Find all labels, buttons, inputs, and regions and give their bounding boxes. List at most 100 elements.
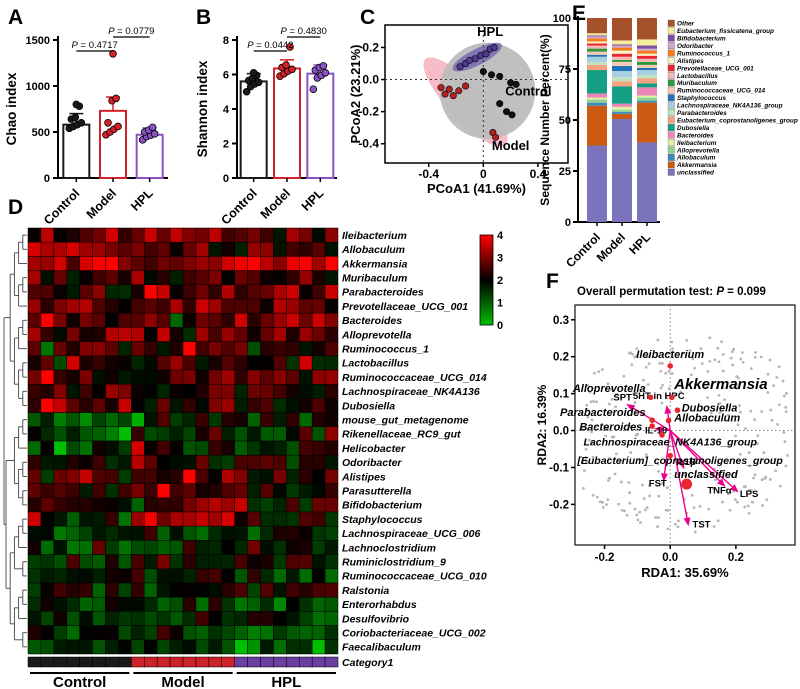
heatmap-cell — [105, 412, 119, 428]
heatmap-cell — [324, 270, 339, 286]
heatmap-cell — [324, 483, 339, 499]
heatmap-cell — [169, 341, 184, 357]
heatmap-cell — [131, 469, 145, 484]
heatmap-cell — [144, 582, 158, 598]
heatmap-cell — [118, 568, 132, 584]
heatmap-cell — [208, 398, 222, 413]
taxon-label-allobaculum: Allobaculum — [673, 413, 740, 425]
y-tick-label: 50 — [559, 115, 571, 127]
heatmap-cell — [66, 369, 80, 385]
sample-point-control — [479, 68, 487, 76]
heatmap-panel: Ileibacterium Allobaculum Akkermansia Murib… — [3, 227, 504, 689]
y-axis-label: Sequence Number Percent(%) — [538, 34, 552, 205]
group-label-model: Model — [492, 138, 530, 153]
heatmap-cell — [286, 469, 300, 484]
heatmap-cell — [92, 554, 106, 570]
background-point — [679, 390, 683, 394]
heatmap-cell — [260, 256, 274, 271]
background-point — [590, 441, 594, 444]
heatmap-cell — [66, 284, 80, 300]
heatmap-cell — [195, 596, 210, 612]
heatmap-cell — [311, 369, 326, 385]
background-point — [734, 434, 738, 438]
legend-swatch — [667, 57, 675, 64]
stack-segment — [587, 38, 607, 42]
stack-segment — [637, 70, 657, 76]
heatmap-cell — [144, 256, 158, 271]
y-tick-label: 0.3 — [553, 315, 569, 327]
heatmap-cell — [144, 369, 158, 385]
y-tick-label: -0.4 — [358, 137, 379, 151]
background-point — [713, 358, 717, 362]
heatmap-cell — [27, 284, 42, 300]
heatmap-cell — [66, 383, 80, 399]
heatmap-cell — [105, 483, 119, 499]
heatmap-cell — [260, 554, 274, 570]
heatmap-row-label: Bifidobacterium — [342, 500, 422, 512]
heatmap-colorbar — [479, 234, 494, 326]
heatmap-cell — [182, 341, 197, 357]
legend-item-label: Lactobacillus — [677, 73, 718, 80]
heatmap-cell — [66, 525, 80, 541]
heatmap-cell — [144, 312, 158, 328]
heatmap-cell — [144, 383, 158, 399]
heatmap-cell — [27, 341, 42, 357]
sample-point-control — [512, 80, 520, 88]
taxon-label-parabacteroides: Parabacteroides — [560, 407, 646, 419]
heatmap-cell — [131, 540, 145, 555]
heatmap-cell — [286, 454, 300, 470]
background-point — [715, 386, 719, 389]
background-point — [674, 393, 678, 397]
taxon-point — [681, 478, 693, 490]
background-point — [760, 457, 764, 461]
legend-swatch — [667, 101, 675, 109]
heatmap-cell — [79, 454, 93, 470]
heatmap-cell — [53, 355, 67, 371]
stack-segment — [637, 48, 657, 51]
heatmap-cell — [118, 440, 132, 456]
background-point — [614, 405, 618, 409]
heatmap-cell — [156, 284, 171, 300]
heatmap-cell — [144, 639, 158, 655]
group-label-control: Control — [505, 84, 551, 99]
env-arrow-lps — [669, 430, 739, 493]
heatmap-cell — [79, 412, 93, 428]
heatmap-cell — [156, 596, 171, 612]
colorbar-tick-label: 0 — [497, 320, 503, 332]
heatmap-cell — [260, 369, 274, 385]
heatmap-cell — [311, 440, 326, 456]
heatmap-cell — [118, 540, 132, 555]
heatmap-cell — [273, 469, 287, 484]
heatmap-cell — [324, 241, 339, 257]
heatmap-cell — [208, 270, 222, 286]
stack-segment — [637, 53, 657, 56]
heatmap-cell — [27, 596, 42, 612]
heatmap-cell — [66, 355, 80, 371]
background-point — [735, 386, 739, 390]
background-point — [712, 525, 716, 528]
background-point — [736, 423, 740, 427]
heatmap-cell — [66, 440, 80, 456]
background-point — [590, 418, 594, 422]
heatmap-cell — [311, 270, 326, 286]
heatmap-cell — [156, 540, 171, 555]
heatmap-cell — [169, 540, 184, 555]
background-point — [721, 500, 724, 504]
heatmap-cell — [131, 426, 145, 442]
heatmap-cell — [311, 611, 326, 626]
heatmap-cell — [144, 412, 158, 428]
heatmap-cell — [156, 483, 171, 499]
heatmap-cell — [247, 426, 261, 442]
background-point — [779, 484, 782, 488]
heatmap-cell — [156, 341, 171, 357]
heatmap-cell — [311, 341, 326, 357]
heatmap-cell — [131, 270, 145, 286]
background-point — [706, 396, 710, 399]
background-point — [665, 396, 669, 400]
background-point — [784, 410, 788, 414]
heatmap-cell — [182, 284, 197, 300]
background-point — [747, 489, 751, 492]
heatmap-cell — [324, 511, 339, 527]
heatmap-cell — [169, 554, 184, 570]
heatmap-cell — [40, 454, 55, 470]
